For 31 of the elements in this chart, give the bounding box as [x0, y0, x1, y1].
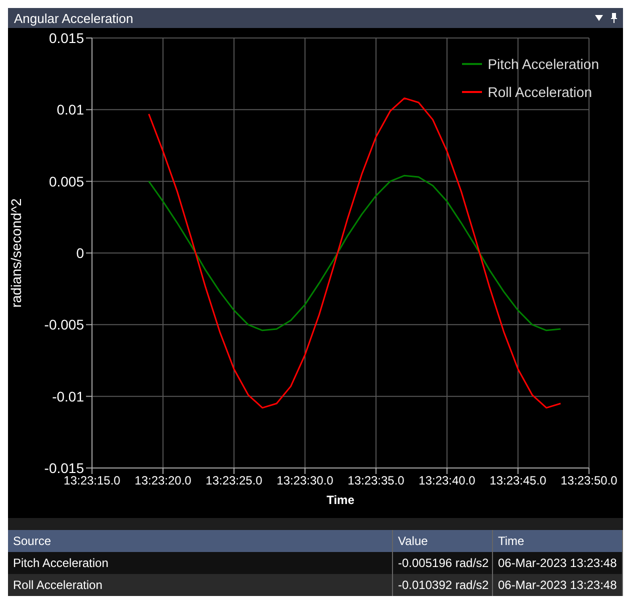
chart-title: Angular Acceleration [14, 10, 134, 26]
text: -0.005196 rad/s2 [393, 552, 493, 574]
text: -0.010392 rad/s2 [393, 574, 493, 596]
legend-label: Roll Acceleration [488, 83, 592, 102]
y-tick-label: -0.01 [52, 388, 84, 404]
text: 06-Mar-2023 13:23:48 [493, 574, 623, 596]
text: Source [8, 530, 393, 552]
x-axis-title: Time [326, 493, 355, 507]
legend-label: Pitch Acceleration [488, 55, 599, 74]
line-series [148, 97, 562, 409]
y-tick-label: 0.015 [48, 30, 84, 46]
y-axis-title: radians/second^2 [8, 198, 24, 308]
x-tick-label: 13:23:45.0 [490, 474, 547, 488]
y-tick-label: -0.015 [44, 460, 84, 476]
text: 06-Mar-2023 13:23:48 [493, 552, 623, 574]
text: Pitch Acceleration [8, 552, 393, 574]
text: Roll Acceleration [8, 574, 393, 596]
x-tick-label: 13:23:40.0 [418, 474, 476, 488]
x-tick-label: 13:23:50.0 [560, 474, 618, 488]
x-tick-label: 13:23:25.0 [206, 474, 263, 488]
y-tick-label: 0.01 [56, 102, 84, 118]
y-tick-label: 0.005 [48, 173, 84, 190]
y-tick-label: -0.005 [44, 316, 84, 333]
y-tick-label: 0 [76, 244, 84, 261]
x-tick-label: 13:23:20.0 [134, 474, 192, 488]
line-series [148, 174, 562, 332]
text: Time [493, 530, 623, 552]
x-tick-label: 13:23:15.0 [64, 474, 121, 488]
x-tick-label: 13:23:30.0 [276, 474, 334, 488]
text: Value [393, 530, 493, 552]
x-tick-label: 13:23:35.0 [348, 474, 405, 488]
